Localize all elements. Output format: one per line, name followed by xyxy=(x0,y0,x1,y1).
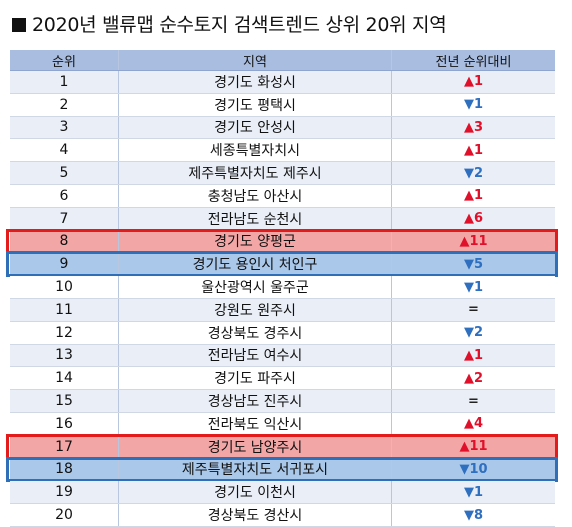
rank-cell: 18 xyxy=(55,461,73,478)
header-region: 지역 xyxy=(118,50,392,70)
change-cell: ▲3 xyxy=(463,119,484,135)
table-row: 9 경기도 용인시 처인구 ▼5 xyxy=(6,251,558,278)
table-row: 8 경기도 양평군 ▲11 xyxy=(6,228,558,255)
change-cell: = xyxy=(468,302,479,318)
rank-cell: 5 xyxy=(59,165,69,182)
change-cell: ▲11 xyxy=(459,233,488,249)
table-row: 19 경기도 이천시 ▼1 xyxy=(10,481,555,505)
table-row: 15 경상남도 진주시 = xyxy=(10,390,555,413)
table-header-row: 순위 지역 전년 순위대비 xyxy=(10,50,555,71)
region-cell: 경상북도 경산시 xyxy=(118,504,392,526)
region-cell: 경기도 안성시 xyxy=(118,116,392,139)
change-cell: = xyxy=(468,393,479,409)
change-cell: ▼1 xyxy=(463,97,484,113)
change-cell: ▼2 xyxy=(463,165,484,181)
rank-cell: 20 xyxy=(55,507,73,524)
table-row: 18 제주특별자치도 서귀포시 ▼10 xyxy=(6,456,558,483)
rank-cell: 12 xyxy=(55,324,73,341)
rank-cell: 11 xyxy=(55,301,73,318)
table-row: 11 강원도 원주시 = xyxy=(10,298,555,322)
change-cell: ▲1 xyxy=(463,142,484,158)
region-cell: 세종특별자치시 xyxy=(118,139,392,162)
region-cell: 울산광역시 울주군 xyxy=(118,276,392,298)
rank-cell: 14 xyxy=(55,370,73,387)
change-cell: ▲2 xyxy=(463,370,484,386)
table-row: 6 충청남도 아산시 ▲1 xyxy=(10,184,555,208)
region-cell: 제주특별자치도 제주시 xyxy=(118,162,392,184)
region-cell: 경기도 화성시 xyxy=(118,71,392,93)
header-rank: 순위 xyxy=(52,54,76,70)
table-row: 13 전라남도 여수시 ▲1 xyxy=(10,344,555,368)
table-row: 3 경기도 안성시 ▲3 xyxy=(10,116,555,140)
change-cell: ▲11 xyxy=(459,439,488,455)
rank-cell: 8 xyxy=(59,233,69,250)
region-cell: 경상북도 경주시 xyxy=(118,321,392,344)
table-row: 16 전라북도 익산시 ▲4 xyxy=(10,412,555,436)
region-cell: 경기도 양평군 xyxy=(118,230,392,253)
change-cell: ▼1 xyxy=(463,279,484,295)
change-cell: ▼10 xyxy=(459,461,488,477)
region-cell: 강원도 원주시 xyxy=(118,298,392,321)
change-cell: ▲1 xyxy=(463,347,484,363)
rank-cell: 4 xyxy=(59,142,69,159)
change-cell: ▲4 xyxy=(463,416,484,432)
change-cell: ▼1 xyxy=(463,484,484,500)
rank-cell: 1 xyxy=(59,73,69,90)
change-cell: ▲1 xyxy=(463,188,484,204)
change-cell: ▲6 xyxy=(463,211,484,227)
page-title: 2020년 밸류맵 순수토지 검색트렌드 상위 20위 지역 xyxy=(12,8,447,42)
region-cell: 전라남도 순천시 xyxy=(118,207,392,230)
table-row: 2 경기도 평택시 ▼1 xyxy=(10,93,555,117)
rank-cell: 19 xyxy=(55,484,73,501)
region-cell: 제주특별자치도 서귀포시 xyxy=(118,458,392,481)
table-row: 14 경기도 파주시 ▲2 xyxy=(10,367,555,391)
table-row: 4 세종특별자치시 ▲1 xyxy=(10,139,555,163)
region-cell: 경기도 남양주시 xyxy=(118,435,392,458)
title-text: 2020년 밸류맵 순수토지 검색트렌드 상위 20위 지역 xyxy=(32,14,447,36)
black-square-icon xyxy=(12,18,26,32)
change-cell: ▼2 xyxy=(463,325,484,341)
region-cell: 전라북도 익산시 xyxy=(118,412,392,435)
rank-cell: 16 xyxy=(55,415,73,432)
table-row: 17 경기도 남양주시 ▲11 xyxy=(6,433,558,460)
region-cell: 경상남도 진주시 xyxy=(118,390,392,412)
rank-cell: 15 xyxy=(55,393,73,410)
table-row: 1 경기도 화성시 ▲1 xyxy=(10,71,555,94)
table-row: 10 울산광역시 울주군 ▼1 xyxy=(10,276,555,299)
header-change: 전년 순위대비 xyxy=(435,54,512,70)
region-cell: 충청남도 아산시 xyxy=(118,184,392,207)
region-cell: 경기도 이천시 xyxy=(118,481,392,504)
ranking-table: 순위 지역 전년 순위대비 1 경기도 화성시 ▲1 2 경기도 평택시 ▼1 3 경기도 안… xyxy=(6,50,558,527)
change-cell: ▼8 xyxy=(463,507,484,523)
region-cell: 경기도 용인시 처인구 xyxy=(118,253,392,276)
rank-cell: 6 xyxy=(59,187,69,204)
table-row: 7 전라남도 순천시 ▲6 xyxy=(10,207,555,231)
table-body: 1 경기도 화성시 ▲1 2 경기도 평택시 ▼1 3 경기도 안성시 ▲3 4 세종특별자치시 ▲1… xyxy=(6,71,558,527)
rank-cell: 13 xyxy=(55,347,73,364)
table-row: 20 경상북도 경산시 ▼8 xyxy=(10,504,555,527)
rank-cell: 3 xyxy=(59,119,69,136)
rank-cell: 10 xyxy=(55,279,73,296)
region-cell: 경기도 평택시 xyxy=(118,93,392,116)
rank-cell: 9 xyxy=(59,256,69,273)
region-cell: 경기도 파주시 xyxy=(118,367,392,390)
rank-cell: 17 xyxy=(55,438,73,455)
change-cell: ▼5 xyxy=(463,256,484,272)
change-cell: ▲1 xyxy=(463,74,484,90)
table-row: 12 경상북도 경주시 ▼2 xyxy=(10,321,555,345)
rank-cell: 2 xyxy=(59,96,69,113)
table-row: 5 제주특별자치도 제주시 ▼2 xyxy=(10,162,555,185)
rank-cell: 7 xyxy=(59,210,69,227)
region-cell: 전라남도 여수시 xyxy=(118,344,392,367)
